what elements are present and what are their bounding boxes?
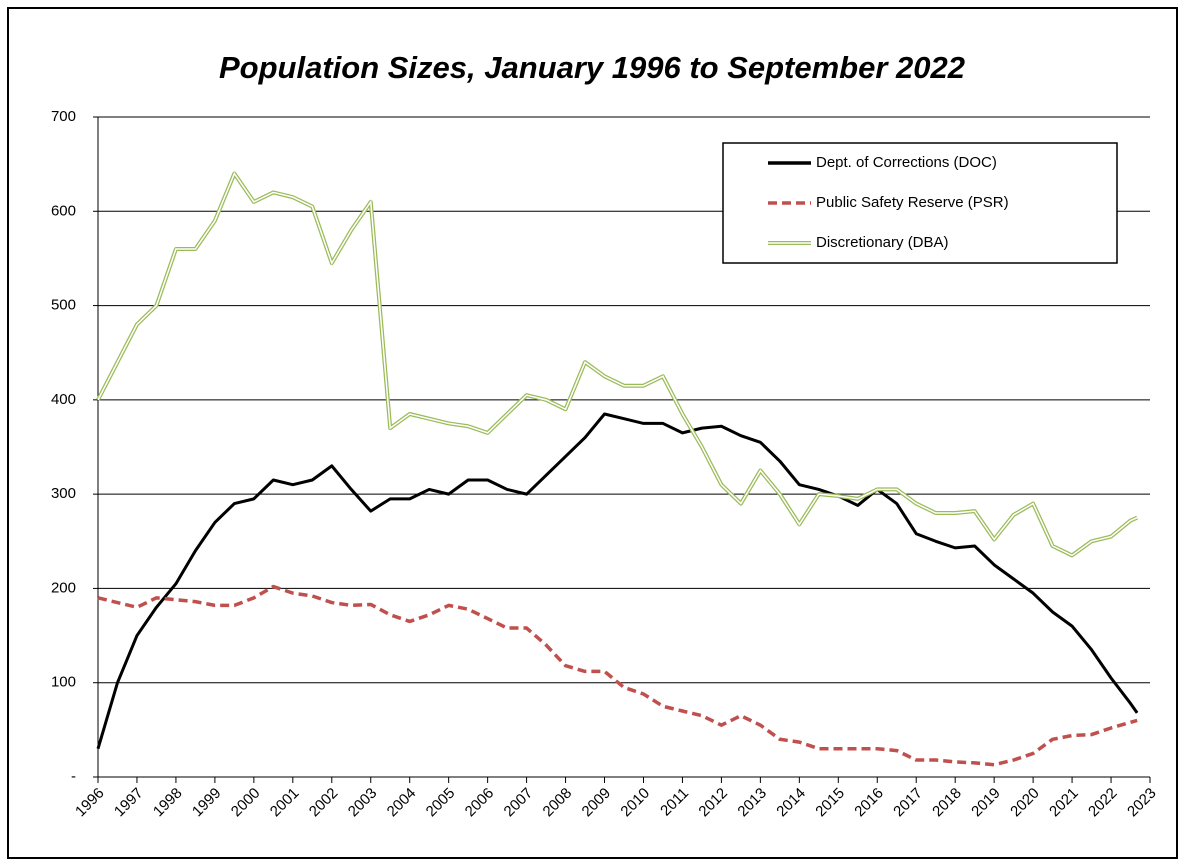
y-tick-label: 300 xyxy=(51,485,76,502)
y-tick-label: 100 xyxy=(51,674,76,691)
series-line-inner xyxy=(97,172,1138,557)
chart-frame xyxy=(7,7,1178,859)
series-line xyxy=(97,584,1138,767)
y-tick-label: 500 xyxy=(51,297,76,314)
y-tick-label: 200 xyxy=(51,579,76,596)
series-line xyxy=(96,412,1139,750)
y-tick-label: - xyxy=(71,768,76,785)
legend-label: Discretionary (DBA) xyxy=(816,234,949,251)
y-tick-label: 600 xyxy=(51,202,76,219)
y-tick-label: 400 xyxy=(51,391,76,408)
y-tick-label: 700 xyxy=(51,108,76,125)
legend-label: Public Safety Reserve (PSR) xyxy=(816,194,1009,211)
legend-label: Dept. of Corrections (DOC) xyxy=(816,154,997,171)
chart-title: Population Sizes, January 1996 to Septem… xyxy=(219,50,965,85)
